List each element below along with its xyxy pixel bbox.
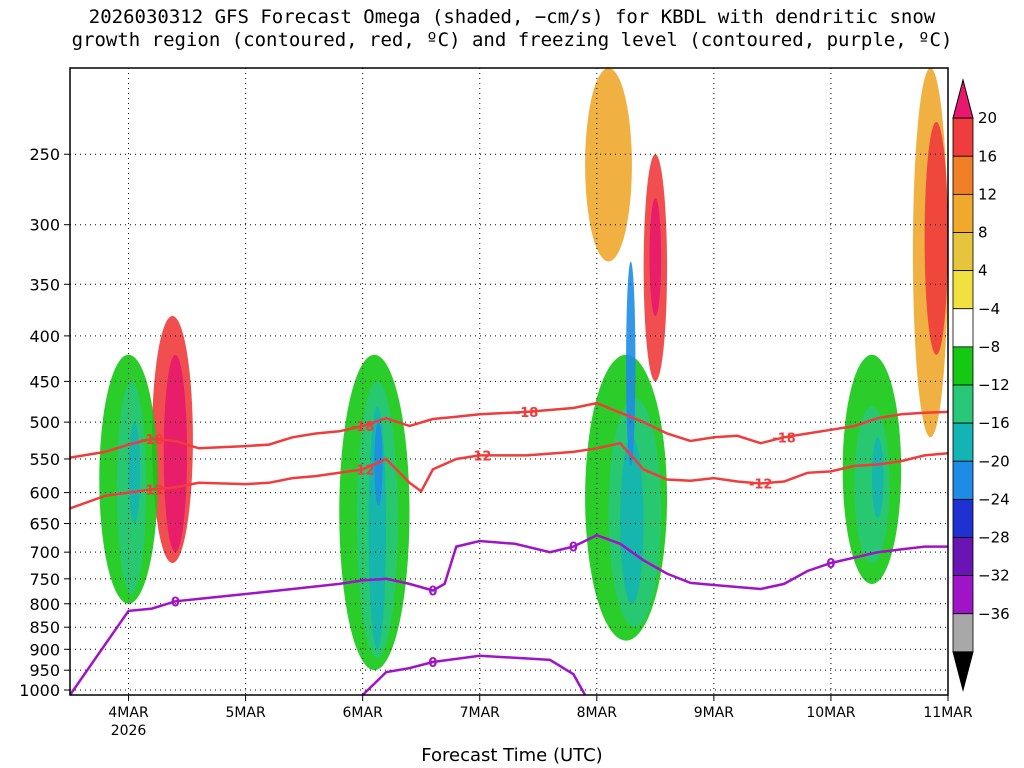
colorbar-swatch [952,613,974,653]
contour-label: -12 [468,449,492,464]
colorbar-swatch [952,460,974,500]
x-tick-label: 6MAR [343,705,384,721]
contour-label: 0 [826,557,835,572]
x-tick-sublabel: 2026 [111,723,147,739]
x-tick-label: 10MAR [806,705,855,721]
x-tick-label: 9MAR [694,705,735,721]
colorbar-swatch [952,537,974,577]
contour-label: -18 [140,433,164,448]
colorbar-swatch [952,346,974,386]
contour-label: -18 [351,420,375,435]
colorbar-tick-label: −36 [978,605,1010,623]
colorbar-tick-label: −32 [978,567,1010,585]
y-tick-label: 300 [29,216,60,235]
contour-label: 0 [171,595,180,610]
y-tick-label: 500 [29,413,60,432]
colorbar-swatch [952,193,974,233]
colorbar-cap-top [952,78,974,119]
colorbar-cap-bottom [952,651,974,692]
colorbar-tick-label: −20 [978,452,1010,470]
x-tick-label: 5MAR [225,705,266,721]
plot-area [70,68,948,695]
omega-shaded-region [649,198,662,317]
x-tick-label: 7MAR [460,705,501,721]
contour-label: 0 [428,584,437,599]
x-tick-label: 11MAR [923,705,972,721]
colorbar-tick-label: 20 [978,109,997,127]
colorbar-swatch [952,384,974,424]
contour-label: 0 [569,541,578,556]
contour-line [68,533,948,696]
colorbar-tick-label: −24 [978,490,1010,508]
omega-shaded-region [854,406,890,564]
colorbar-swatch [952,155,974,195]
y-tick-label: 250 [29,145,60,164]
contour-line [69,441,949,510]
colorbar-swatch [952,498,974,538]
contour-label: -18 [772,431,796,446]
colorbar-tick-label: 4 [978,262,988,280]
omega-shaded-region [626,261,636,466]
omega-shaded-region [585,68,632,262]
chart-title-line-1: 2026030312 GFS Forecast Omega (shaded, −… [88,6,936,28]
y-tick-label: 400 [29,327,60,346]
y-tick-label: 550 [29,450,60,469]
y-tick-label: 800 [29,595,60,614]
y-tick-label: 350 [29,275,60,294]
chart-title: 2026030312 GFS Forecast Omega (shaded, −… [0,6,1024,52]
contour-label: -12 [351,463,375,478]
contour-line [361,654,587,696]
y-tick-label: 850 [29,618,60,637]
colorbar-swatch [952,308,974,348]
contour-label: -18 [515,406,539,421]
chart-title-line-2: growth region (contoured, red, ºC) and f… [71,29,953,51]
colorbar-tick-label: −12 [978,376,1010,394]
x-axis-label: Forecast Time (UTC) [421,745,603,766]
colorbar-tick-label: −4 [978,300,1000,318]
y-tick-label: 600 [29,484,60,503]
omega-shaded-region [620,437,644,604]
colorbar-tick-label: 16 [978,147,997,165]
colorbar-swatch [952,117,974,157]
y-tick-label: 900 [29,640,60,659]
colorbar-swatch [952,575,974,615]
x-tick-label: 4MAR [108,705,149,721]
x-tick-label: 8MAR [577,705,618,721]
y-tick-label: 700 [29,543,60,562]
y-tick-label: 650 [29,515,60,534]
colorbar-tick-label: 12 [978,185,997,203]
omega-shaded-region [163,354,188,553]
omega-shaded-region [924,122,948,355]
contour-label: -12 [140,483,164,498]
colorbar-swatch [952,232,974,272]
omega-shaded-region [871,437,884,518]
y-tick-label: 1000 [19,681,60,700]
y-tick-label: 950 [29,661,60,680]
colorbar-tick-label: 8 [978,224,988,242]
colorbar-tick-label: −8 [978,338,1000,356]
colorbar-tick-label: −28 [978,529,1010,547]
contour-label: 0 [428,656,437,671]
colorbar-swatch [952,422,974,462]
contour-line [69,401,949,459]
y-tick-label: 750 [29,570,60,589]
y-tick-label: 450 [29,372,60,391]
omega-shaded-region [128,422,141,524]
colorbar-tick-label: −16 [978,414,1010,432]
colorbar-swatch [952,270,974,310]
contour-label: -12 [749,477,773,492]
